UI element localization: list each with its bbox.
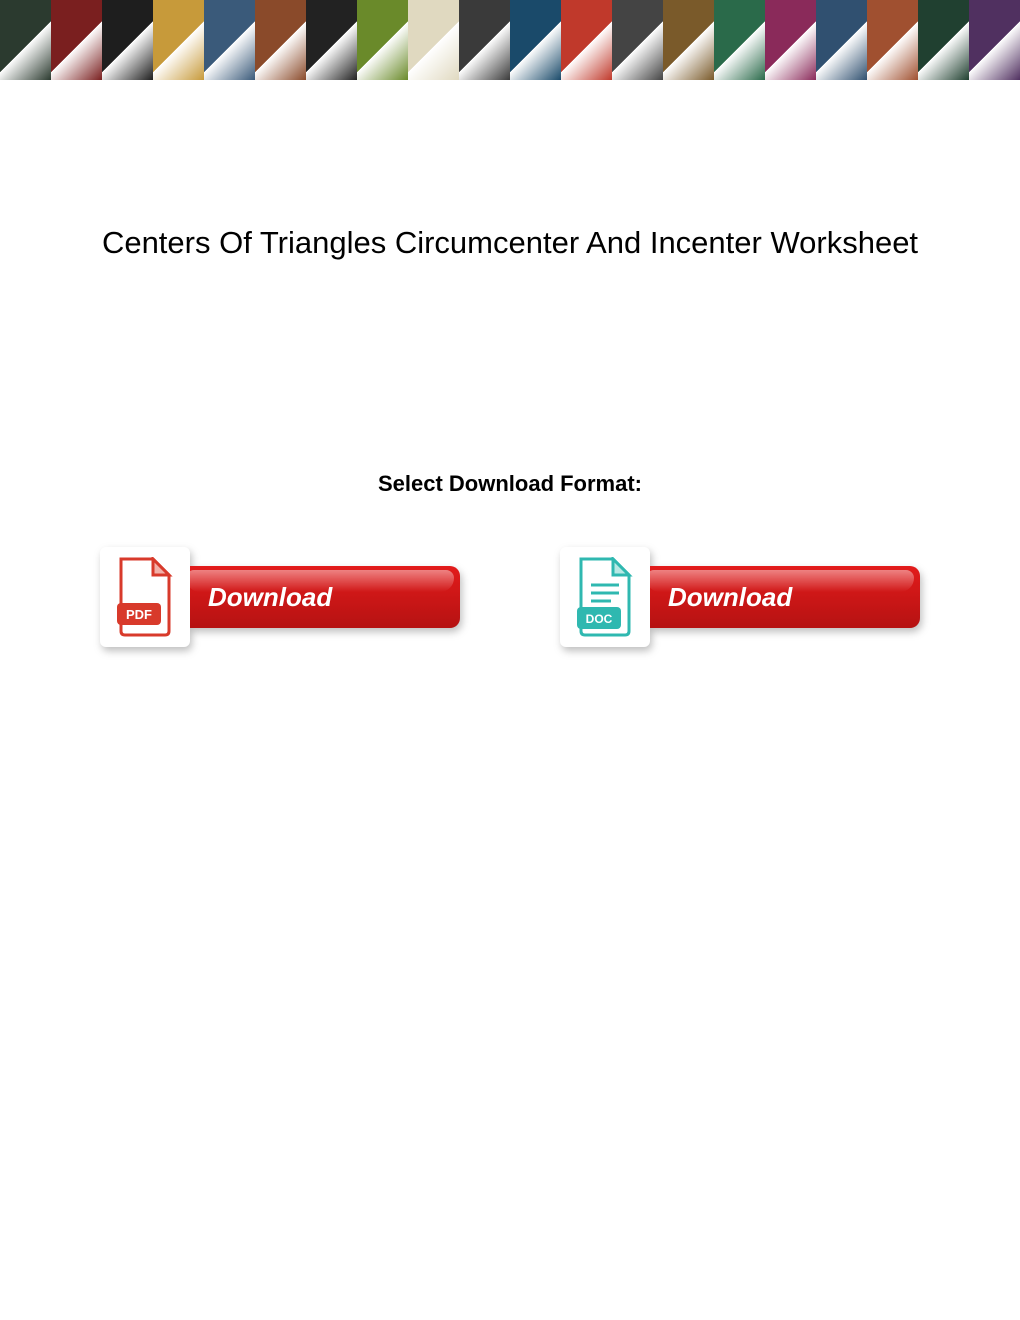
banner-tile [0, 0, 51, 80]
banner-tile [612, 0, 663, 80]
download-doc-button-label: Download [668, 582, 792, 613]
banner-tile [510, 0, 561, 80]
banner-tile [102, 0, 153, 80]
banner-tile [255, 0, 306, 80]
banner-tile [459, 0, 510, 80]
banner-tile [306, 0, 357, 80]
doc-file-icon: DOC [560, 547, 650, 647]
page-title: Centers Of Triangles Circumcenter And In… [0, 225, 1020, 261]
download-pdf[interactable]: PDF Download [100, 547, 460, 647]
banner-tile [408, 0, 459, 80]
banner-tile [867, 0, 918, 80]
download-doc[interactable]: DOC Download [560, 547, 920, 647]
top-banner [0, 0, 1020, 80]
banner-tile [51, 0, 102, 80]
pdf-badge-text: PDF [126, 607, 152, 622]
download-pdf-button[interactable]: Download [180, 566, 460, 628]
banner-tile [663, 0, 714, 80]
banner-tile [561, 0, 612, 80]
download-pdf-button-label: Download [208, 582, 332, 613]
banner-tile [816, 0, 867, 80]
banner-tile [357, 0, 408, 80]
banner-tile [153, 0, 204, 80]
banner-tile [204, 0, 255, 80]
doc-badge-text: DOC [586, 612, 613, 626]
format-label: Select Download Format: [0, 471, 1020, 497]
pdf-file-icon: PDF [100, 547, 190, 647]
download-row: PDF Download DOC Download [0, 547, 1020, 647]
banner-tile [714, 0, 765, 80]
banner-tile [918, 0, 969, 80]
banner-tile [765, 0, 816, 80]
download-doc-button[interactable]: Download [640, 566, 920, 628]
banner-tile [969, 0, 1020, 80]
